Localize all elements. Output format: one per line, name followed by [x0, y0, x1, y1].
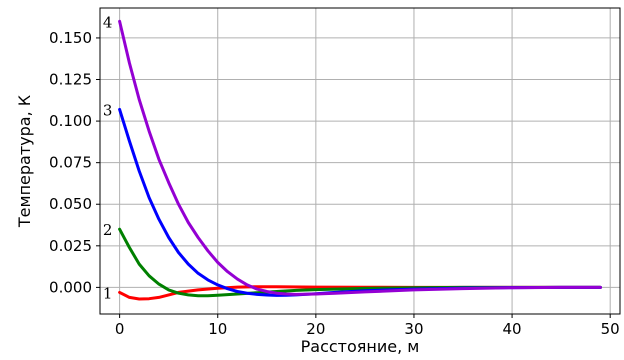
x-axis-label: Расстояние, м — [301, 337, 420, 356]
x-tick-label: 10 — [208, 320, 227, 338]
x-tick-label: 40 — [503, 320, 522, 338]
y-tick-label: 0.125 — [49, 71, 92, 89]
series-line-4 — [118, 19, 602, 296]
y-tick-label: 0.000 — [49, 278, 92, 296]
curve-label-2: 2 — [103, 221, 113, 239]
curve-label-3: 3 — [103, 101, 113, 119]
x-tick-label: 20 — [306, 320, 325, 338]
y-tick-label: 0.150 — [49, 29, 92, 47]
x-tick-label: 0 — [115, 320, 125, 338]
x-tick-label: 30 — [404, 320, 423, 338]
curve-labels: 1 2 3 4 — [103, 13, 113, 302]
plot-frame — [99, 7, 621, 315]
curve-label-4: 4 — [103, 13, 113, 31]
y-tick-label: 0.100 — [49, 112, 92, 130]
series-lines — [118, 19, 602, 301]
y-tick-label: 0.050 — [49, 195, 92, 213]
series-line-3 — [118, 107, 602, 297]
grid — [100, 8, 620, 314]
x-tick-label: 50 — [601, 320, 620, 338]
y-tick-label: 0.025 — [49, 237, 92, 255]
curve-label-1: 1 — [103, 284, 113, 302]
y-axis-label: Температура, К — [15, 94, 34, 228]
axis-ticks: 0 10 20 30 40 50 0.000 0.025 0.050 0.075 0.100 0.12… — [49, 29, 620, 338]
y-tick-label: 0.075 — [49, 154, 92, 172]
